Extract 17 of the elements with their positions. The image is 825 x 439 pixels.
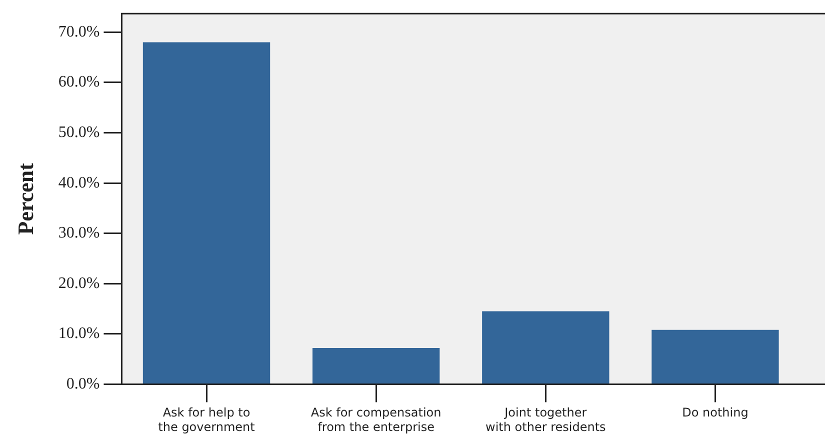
- x-tick-label: Do nothing: [682, 406, 748, 420]
- y-tick-label: 50.0%: [58, 124, 100, 141]
- y-axis-title: Percent: [12, 162, 38, 235]
- y-tick-label: 60.0%: [58, 74, 100, 91]
- y-tick-label: 0.0%: [66, 375, 100, 392]
- y-tick-label: 30.0%: [58, 224, 100, 242]
- x-tick-label: Ask for help to the government: [158, 406, 256, 434]
- y-tick-label: 20.0%: [58, 274, 100, 292]
- bar: [312, 348, 440, 384]
- x-tick-label: Ask for compensation from the enterprise: [310, 406, 442, 434]
- bar: [142, 42, 270, 384]
- y-tick-label: 70.0%: [58, 23, 100, 40]
- x-tick-label: Joint together with other residents: [486, 406, 606, 434]
- bar: [482, 311, 610, 384]
- bar: [652, 330, 779, 384]
- y-tick-label: 10.0%: [58, 325, 100, 342]
- y-tick-label: 40.0%: [58, 174, 100, 192]
